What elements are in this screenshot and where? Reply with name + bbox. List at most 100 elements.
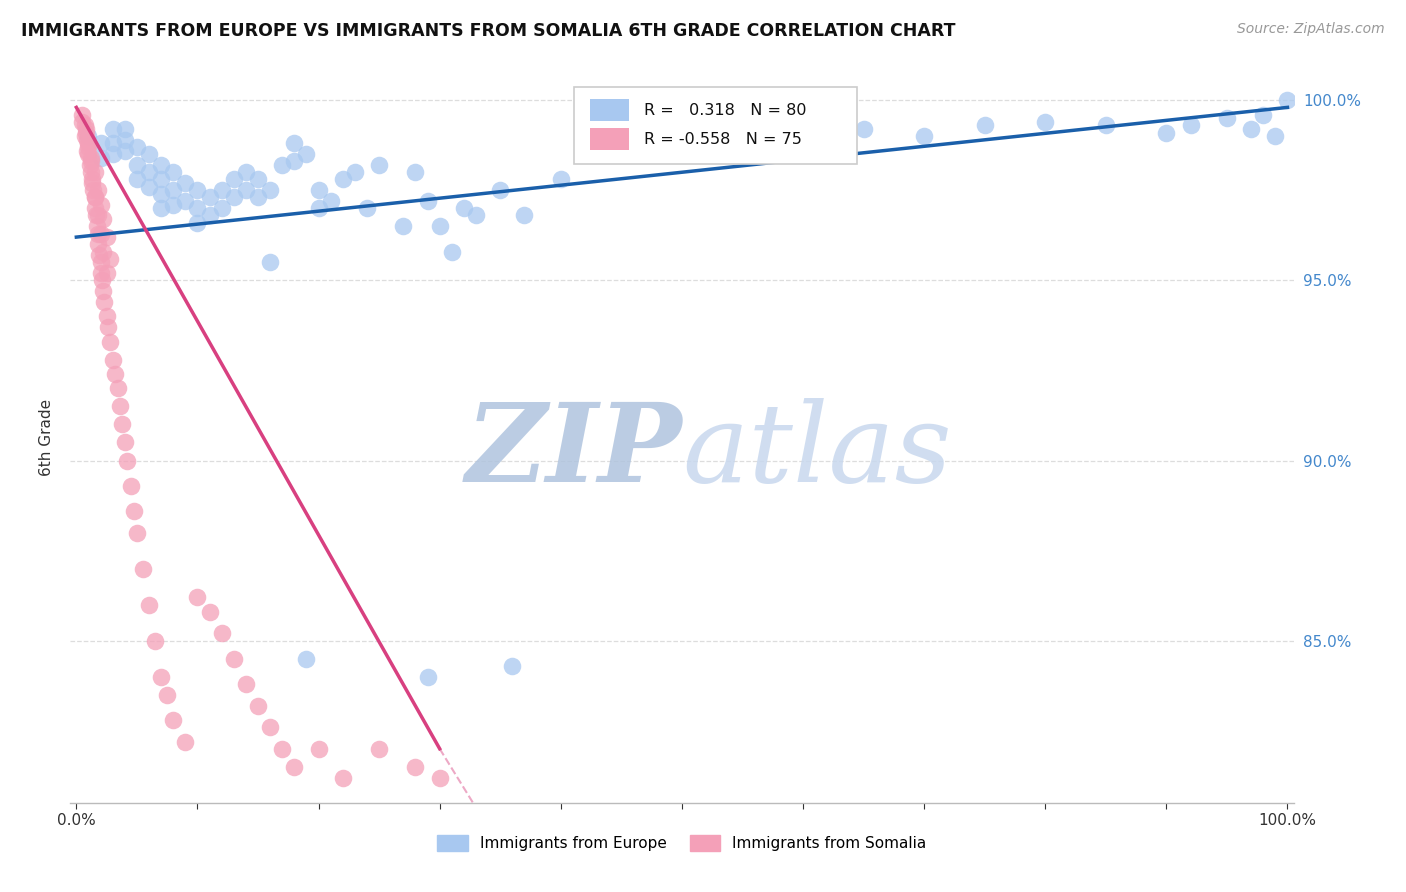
Point (1094, 119, 1116, 133)
Point (90, 197, 112, 211)
Point (80, 151, 103, 165)
FancyBboxPatch shape (574, 87, 856, 163)
Point (247, 190, 270, 204)
Point (308, 183, 330, 197)
Point (90, 255, 112, 269)
Point (211, 201, 233, 215)
Point (162, 713, 184, 727)
Text: Source: ZipAtlas.com: Source: ZipAtlas.com (1237, 22, 1385, 37)
Point (138, 147, 160, 161)
Point (343, 165, 366, 179)
Point (247, 172, 270, 186)
Point (392, 219, 415, 234)
Point (235, 165, 257, 179)
Point (259, 720, 281, 734)
Point (198, 605, 221, 619)
Point (513, 209, 536, 223)
Point (852, 122, 875, 136)
Point (91, 212, 114, 227)
Point (143, 633, 166, 648)
Point (114, 435, 136, 450)
Bar (591, 99, 630, 121)
Point (1264, 129, 1286, 144)
Point (283, 760, 305, 774)
Point (332, 172, 354, 186)
Point (150, 670, 173, 684)
Point (124, 504, 146, 518)
Point (86, 219, 108, 234)
Point (368, 158, 391, 172)
Point (125, 140, 148, 154)
Point (77, 147, 100, 161)
Point (76, 133, 98, 147)
Point (80, 165, 103, 179)
Point (186, 183, 208, 197)
Point (96, 310, 118, 324)
Point (115, 453, 138, 467)
Point (162, 165, 184, 179)
Point (76, 144, 98, 158)
Point (120, 479, 142, 493)
Point (211, 183, 233, 197)
Point (222, 190, 245, 204)
Point (295, 147, 318, 161)
Text: atlas: atlas (682, 398, 952, 506)
Point (150, 201, 173, 215)
Point (308, 741, 330, 756)
Point (114, 133, 136, 147)
Point (90, 151, 112, 165)
Point (1251, 107, 1274, 121)
Text: ZIP: ZIP (465, 398, 682, 506)
Point (162, 197, 184, 211)
Point (87, 227, 110, 241)
Point (93, 295, 115, 310)
Point (77, 129, 100, 144)
Point (84, 209, 107, 223)
Point (82, 176, 104, 190)
Point (1180, 119, 1202, 133)
Point (198, 190, 221, 204)
Point (404, 760, 426, 774)
Point (295, 651, 318, 665)
Point (186, 591, 208, 605)
Point (465, 209, 488, 223)
Point (125, 172, 148, 186)
Point (671, 129, 693, 144)
Point (91, 284, 114, 298)
Point (174, 194, 197, 208)
Point (77, 140, 100, 154)
Point (271, 741, 294, 756)
Point (235, 677, 257, 691)
Point (247, 698, 270, 713)
Point (138, 598, 160, 612)
Point (731, 129, 754, 144)
Text: R =   0.318   N = 80: R = 0.318 N = 80 (644, 103, 807, 118)
Point (107, 381, 129, 395)
Point (96, 266, 118, 280)
Point (101, 147, 124, 161)
Point (90, 136, 112, 151)
Point (150, 172, 173, 186)
Point (111, 417, 134, 432)
Text: R = -0.558   N = 75: R = -0.558 N = 75 (644, 132, 801, 147)
Point (87, 237, 110, 252)
Point (235, 183, 257, 197)
Point (90, 266, 112, 280)
Point (90, 273, 112, 287)
Point (96, 230, 118, 244)
Point (162, 183, 184, 197)
Point (259, 255, 281, 269)
Point (82, 183, 104, 197)
Point (77, 136, 100, 151)
Point (1277, 93, 1299, 107)
Point (150, 158, 173, 172)
Point (89, 248, 111, 262)
Point (104, 367, 127, 381)
Text: IMMIGRANTS FROM EUROPE VS IMMIGRANTS FROM SOMALIA 6TH GRADE CORRELATION CHART: IMMIGRANTS FROM EUROPE VS IMMIGRANTS FRO… (21, 22, 956, 40)
Point (283, 154, 305, 169)
Point (98, 252, 121, 266)
Point (440, 244, 463, 259)
Point (174, 734, 197, 748)
Point (101, 122, 124, 136)
Point (368, 741, 391, 756)
